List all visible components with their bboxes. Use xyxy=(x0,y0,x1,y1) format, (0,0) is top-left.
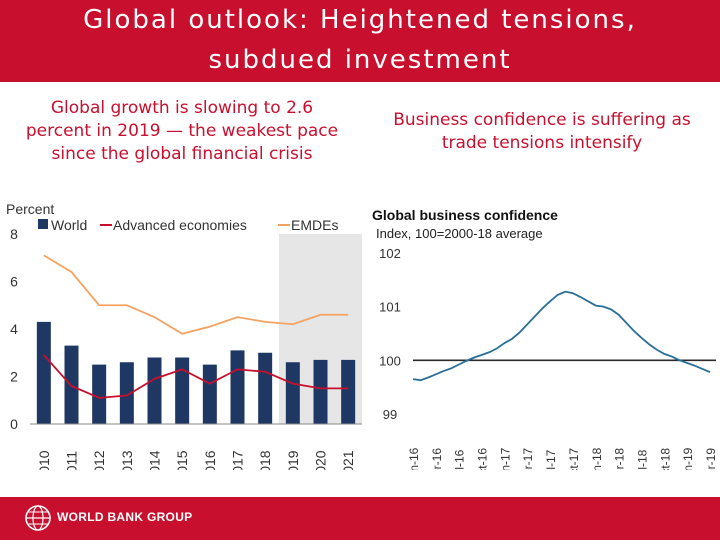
x-tick-label: 2013 xyxy=(119,450,135,470)
x-tick-label: Apr-19 xyxy=(704,448,718,470)
y-axis-label: Percent xyxy=(6,201,54,217)
bar-world xyxy=(147,357,162,424)
right-subtitle-line: trade tensions intensify xyxy=(441,133,643,153)
line-advanced-economies xyxy=(43,354,349,399)
x-tick-label: 2011 xyxy=(64,451,80,470)
y-tick-label: 8 xyxy=(10,226,18,242)
left-panel-subtitle: Global growth is slowing to 2.6 percent … xyxy=(6,97,358,166)
x-tick-label: 2012 xyxy=(91,450,107,470)
legend-label: EMDEs xyxy=(291,217,338,233)
line-emdes xyxy=(43,254,349,335)
line-business-confidence xyxy=(412,290,711,382)
y-tick-label: 99 xyxy=(383,407,397,422)
bar-world xyxy=(36,321,51,424)
x-tick-label: Oct-18 xyxy=(658,448,672,470)
legend-swatch-world xyxy=(38,219,48,229)
left-subtitle-line: percent in 2019 — the weakest pace xyxy=(25,121,339,141)
legend-label: World xyxy=(51,217,87,233)
bar-world xyxy=(230,350,245,424)
y-tick-label: 6 xyxy=(10,274,18,290)
bar-world xyxy=(202,364,217,424)
legend-label: Advanced economies xyxy=(113,217,247,233)
x-tick-label: Oct-17 xyxy=(567,448,581,470)
title-banner: Global outlook: Heightened tensions, sub… xyxy=(0,0,720,82)
x-tick-label: 2021 xyxy=(340,450,356,470)
bar-world xyxy=(258,352,273,424)
chart-title: Global business confidence xyxy=(372,207,558,223)
x-tick-label: 2015 xyxy=(174,450,190,470)
bar-world xyxy=(285,362,300,424)
y-tick-label: 0 xyxy=(10,416,18,432)
footer-bar: WORLD BANK GROUP xyxy=(0,497,720,540)
x-tick-label: 2018 xyxy=(257,450,273,470)
y-tick-label: 102 xyxy=(379,246,401,261)
x-tick-label: Jul-18 xyxy=(635,449,649,470)
world-bank-brand: WORLD BANK GROUP xyxy=(57,510,193,524)
y-tick-label: 2 xyxy=(10,369,18,385)
bar-world xyxy=(92,364,107,424)
world-bank-globe-icon xyxy=(25,505,51,531)
x-tick-label: 2019 xyxy=(285,450,301,470)
global-growth-chart: Percent 0 2 4 6 8 World Advanced economies EMDEs… xyxy=(6,201,362,470)
x-tick-label: Jul-16 xyxy=(453,449,467,470)
bar-world xyxy=(313,359,328,424)
x-tick-label: 2017 xyxy=(230,450,246,470)
left-subtitle-line: Global growth is slowing to 2.6 xyxy=(50,98,314,118)
x-tick-label: Apr-16 xyxy=(430,448,444,470)
y-tick-label: 100 xyxy=(379,353,401,368)
x-tick-label: Jul-17 xyxy=(544,449,558,470)
chart-subtitle: Index, 100=2000-18 average xyxy=(376,226,543,241)
x-tick-label: Jan-18 xyxy=(590,447,604,470)
bar-world xyxy=(341,359,356,424)
bar-world xyxy=(175,357,190,424)
x-tick-label: Jan-17 xyxy=(498,447,512,470)
x-tick-label: 2010 xyxy=(36,450,52,470)
left-subtitle-line: since the global financial crisis xyxy=(51,144,313,164)
x-tick-label: Apr-18 xyxy=(613,448,627,470)
y-tick-label: 4 xyxy=(10,321,18,337)
page-title-line-1: Global outlook: Heightened tensions, xyxy=(83,5,637,35)
x-tick-label: 2020 xyxy=(313,450,329,470)
x-tick-label: 2014 xyxy=(147,450,163,470)
x-tick-label: Apr-17 xyxy=(521,448,535,470)
y-tick-label: 101 xyxy=(379,300,401,315)
right-subtitle-line: Business confidence is suffering as xyxy=(393,110,691,130)
bar-world xyxy=(119,362,134,424)
right-panel-subtitle: Business confidence is suffering as trad… xyxy=(372,109,712,155)
page-title-line-2: subdued investment xyxy=(208,45,512,75)
x-tick-label: 2016 xyxy=(202,450,218,470)
x-tick-label: Jan-16 xyxy=(407,447,421,470)
x-tick-label: Oct-16 xyxy=(476,448,490,470)
x-tick-label: Jan-19 xyxy=(681,447,695,470)
business-confidence-chart: Global business confidence Index, 100=200… xyxy=(372,207,718,470)
